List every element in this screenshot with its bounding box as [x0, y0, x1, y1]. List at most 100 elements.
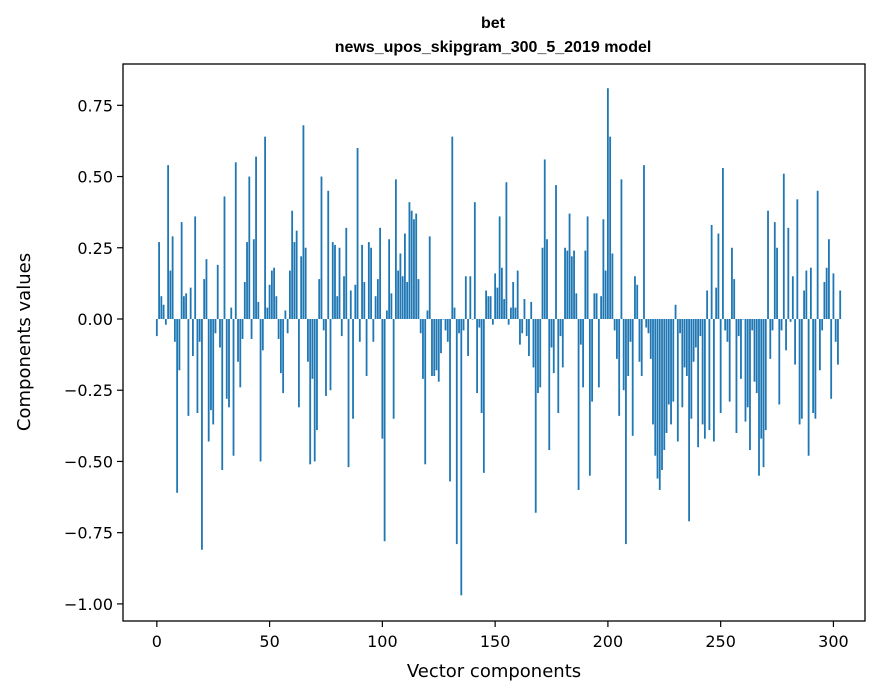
- bar-110: [404, 233, 406, 319]
- bar-209: [627, 318, 630, 376]
- bar-6: [169, 270, 172, 319]
- bar-148: [489, 296, 492, 319]
- bar-17: [194, 216, 197, 319]
- bar-118: [422, 318, 424, 379]
- bar-36: [237, 318, 239, 362]
- bar-75: [325, 318, 327, 396]
- bar-222: [656, 318, 659, 479]
- bar-207: [622, 318, 625, 391]
- bar-295: [821, 318, 824, 331]
- bar-224: [661, 318, 663, 470]
- chart-title-line1: bet: [481, 15, 506, 32]
- bar-256: [733, 279, 736, 319]
- bar-119: [424, 318, 427, 465]
- bar-87: [352, 318, 354, 419]
- bar-298: [828, 239, 830, 319]
- bar-218: [647, 318, 650, 334]
- bar-237: [690, 318, 693, 419]
- bar-9: [176, 318, 179, 493]
- bar-121: [428, 236, 431, 319]
- bar-135: [460, 318, 463, 596]
- bar-91: [361, 244, 363, 319]
- bar-187: [577, 318, 580, 490]
- bar-53: [275, 296, 278, 319]
- bar-250: [719, 318, 722, 414]
- bar-243: [703, 318, 706, 439]
- bar-105: [392, 318, 395, 419]
- bar-25: [212, 318, 215, 425]
- bar-247: [712, 318, 715, 442]
- bar-189: [582, 318, 584, 388]
- bar-51: [270, 270, 273, 319]
- bar-68: [309, 318, 312, 465]
- bar-47: [261, 318, 264, 351]
- y-tick-label: 0.50: [77, 168, 113, 187]
- bar-212: [634, 276, 636, 319]
- bar-214: [638, 318, 641, 362]
- bar-292: [814, 318, 817, 419]
- bar-131: [451, 136, 454, 319]
- bar-274: [773, 222, 776, 319]
- bar-240: [697, 318, 700, 448]
- bar-24: [210, 318, 212, 411]
- bar-89: [356, 148, 359, 319]
- bar-83: [343, 276, 345, 319]
- bar-192: [588, 318, 591, 476]
- bar-7: [171, 236, 174, 319]
- bar-168: [534, 318, 537, 513]
- bar-153: [500, 267, 503, 319]
- x-tick-label: 0: [152, 632, 162, 651]
- bar-104: [390, 293, 393, 319]
- bar-28: [219, 318, 221, 348]
- bar-177: [555, 185, 557, 319]
- x-tick-label: 100: [367, 632, 398, 651]
- bar-275: [776, 247, 778, 319]
- bar-190: [584, 250, 587, 319]
- bar-297: [825, 267, 828, 319]
- y-tick-label: 0.00: [77, 310, 113, 329]
- x-tick-label: 150: [480, 632, 511, 651]
- y-tick-label: 0.75: [77, 96, 113, 115]
- bar-259: [740, 318, 742, 379]
- bar-232: [679, 318, 681, 334]
- bar-264: [751, 318, 754, 331]
- bar-269: [762, 318, 765, 468]
- bar-113: [410, 210, 413, 319]
- bar-217: [645, 318, 648, 328]
- bar-16: [192, 318, 194, 357]
- bar-172: [543, 159, 546, 319]
- bar-193: [591, 318, 594, 402]
- y-axis-label: Components values: [14, 253, 35, 431]
- plot-frame: [122, 63, 866, 622]
- bar-253: [726, 318, 729, 342]
- bar-130: [449, 318, 451, 482]
- bar-93: [365, 318, 368, 376]
- bar-139: [469, 276, 472, 319]
- bar-73: [320, 176, 323, 319]
- bar-203: [613, 318, 616, 331]
- bar-115: [415, 213, 418, 319]
- bar-235: [685, 318, 688, 376]
- bar-200: [606, 88, 609, 319]
- bar-78: [331, 242, 334, 319]
- bar-245: [708, 318, 711, 431]
- bar-122: [431, 318, 433, 376]
- bar-254: [728, 318, 731, 402]
- bar-277: [780, 318, 783, 331]
- bar-268: [760, 318, 763, 439]
- bar-111: [406, 281, 409, 319]
- bar-159: [514, 307, 517, 319]
- bar-44: [255, 156, 257, 319]
- bar-171: [541, 247, 544, 319]
- bar-11: [180, 222, 183, 319]
- bar-55: [279, 318, 282, 374]
- bar-129: [446, 318, 449, 342]
- bar-79: [334, 244, 336, 319]
- bar-33: [230, 307, 233, 319]
- bar-3: [162, 304, 165, 319]
- bar-80: [336, 296, 339, 319]
- bar-70: [313, 318, 316, 462]
- bar-273: [771, 318, 774, 331]
